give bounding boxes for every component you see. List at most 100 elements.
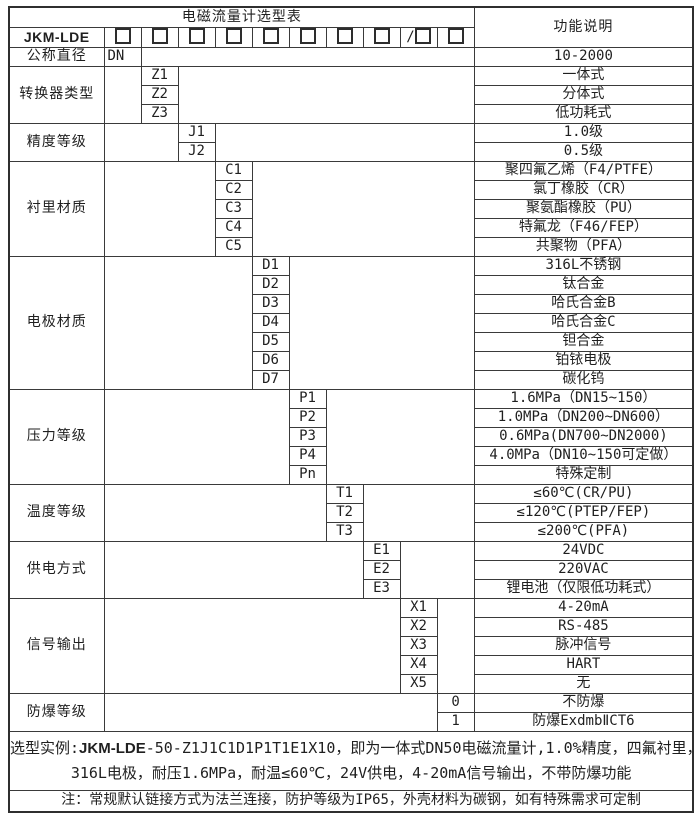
desc-cell: 铂铱电极 [473,350,694,371]
note-row: 注：常规默认链接方式为法兰连接，防护等级为IP65，外壳材料为碳钢，如有特殊需求… [8,789,694,812]
desc-cell: 锂电池（仅限低功耗式） [473,578,694,599]
desc-cell: 0.6MPa(DN700~DN2000) [473,426,694,447]
code-cell: P2 [288,407,327,428]
empty-cell [140,46,475,67]
checkbox-cell [214,26,253,48]
selection-example: 选型实例:JKM-LDE-50-Z1J1C1D1P1T1E1X10，即为一体式D… [8,730,694,791]
desc-cell: 4-20mA [473,597,694,618]
code-cell: Z1 [140,65,179,86]
code-cell: C4 [214,217,253,238]
empty-cell [251,160,475,257]
section-label-electrode: 电极材质 [8,255,105,390]
section-label-diameter: 公称直径 [8,46,105,67]
checkbox-cell [362,26,401,48]
code-cell: D3 [251,293,290,314]
section-label-signal: 信号输出 [8,597,105,694]
code-cell: 1 [436,711,475,732]
example-model-code: JKM-LDE [79,739,146,757]
code-cell: D5 [251,331,290,352]
section-label-pressure: 压力等级 [8,388,105,485]
checkbox-icon [114,28,131,44]
desc-cell: 脉冲信号 [473,635,694,656]
desc-cell: 0.5级 [473,141,694,162]
desc-cell: 聚四氟乙烯（F4/PTFE） [473,160,694,181]
checkbox-cell [177,26,216,48]
selection-table: 电磁流量计选型表 功能说明 JKM-LDE / 公称直径 DN 10-2000 … [8,6,695,813]
code-cell: X3 [399,635,438,656]
code-cell: X1 [399,597,438,618]
empty-cell [103,160,216,257]
checkbox-icon [373,28,390,44]
section-label-power: 供电方式 [8,540,105,599]
code-cell: D6 [251,350,290,371]
empty-cell [362,483,475,542]
code-cell: D1 [251,255,290,276]
empty-cell [103,65,142,124]
desc-cell: ≤60℃(CR/PU) [473,483,694,504]
empty-cell [103,483,327,542]
checkbox-icon [225,28,242,44]
code-cell: T1 [325,483,364,504]
code-cell: C2 [214,179,253,200]
code-cell: T2 [325,502,364,523]
code-cell: D2 [251,274,290,295]
checkbox-icon [299,28,316,44]
empty-cell [214,122,475,162]
example-prefix: 选型实例: [10,738,80,757]
desc-cell: 4.0MPa（DN10~150可定做） [473,445,694,466]
example-line-1: 选型实例:JKM-LDE-50-Z1J1C1D1P1T1E1X10，即为一体式D… [10,736,692,761]
desc-cell: 共聚物（PFA） [473,236,694,257]
empty-cell [103,692,438,732]
desc-cell: 钛合金 [473,274,694,295]
desc-cell: 防爆ExdmbⅡCT6 [473,711,694,732]
section-label-explosion-proof: 防爆等级 [8,692,105,732]
desc-cell: 特殊定制 [473,464,694,485]
desc-cell: 不防爆 [473,692,694,713]
desc-cell: 哈氏合金B [473,293,694,314]
desc-cell: 分体式 [473,84,694,105]
section-label-accuracy: 精度等级 [8,122,105,162]
desc-cell: RS-485 [473,616,694,637]
code-cell: Pn [288,464,327,485]
desc-cell: 钽合金 [473,331,694,352]
checkbox-icon [188,28,205,44]
code-cell: C3 [214,198,253,219]
checkbox-cell [103,26,142,48]
checkbox-cell [325,26,364,48]
empty-cell [103,388,290,485]
desc-cell: ≤200℃(PFA) [473,521,694,542]
empty-cell [399,540,475,599]
checkbox-icon [447,28,464,44]
section-label-temperature: 温度等级 [8,483,105,542]
desc-cell: 1.0级 [473,122,694,143]
desc-cell: HART [473,654,694,675]
empty-cell [436,597,475,694]
function-column-header: 功能说明 [473,6,694,48]
desc-cell: 1.0MPa（DN200~DN600） [473,407,694,428]
code-cell: C5 [214,236,253,257]
desc-cell: 无 [473,673,694,694]
empty-cell [103,122,179,162]
empty-cell [103,540,364,599]
code-cell: P1 [288,388,327,409]
code-cell: D4 [251,312,290,333]
desc-cell: 哈氏合金C [473,312,694,333]
checkbox-icon [262,28,279,44]
checkbox-icon [336,28,353,44]
code-cell: X4 [399,654,438,675]
table-title: 电磁流量计选型表 [8,6,475,28]
checkbox-prefix: / [406,28,415,45]
code-cell: D7 [251,369,290,390]
empty-cell [103,255,253,390]
code-cell: T3 [325,521,364,542]
code-cell: P4 [288,445,327,466]
code-cell: DN [103,46,142,67]
code-cell: E1 [362,540,401,561]
code-cell: P3 [288,426,327,447]
desc-cell: 聚氨酯橡胶（PU） [473,198,694,219]
desc-cell: 碳化钨 [473,369,694,390]
checkbox-cell [288,26,327,48]
empty-cell [325,388,475,485]
section-label-lining: 衬里材质 [8,160,105,257]
desc-cell: 一体式 [473,65,694,86]
